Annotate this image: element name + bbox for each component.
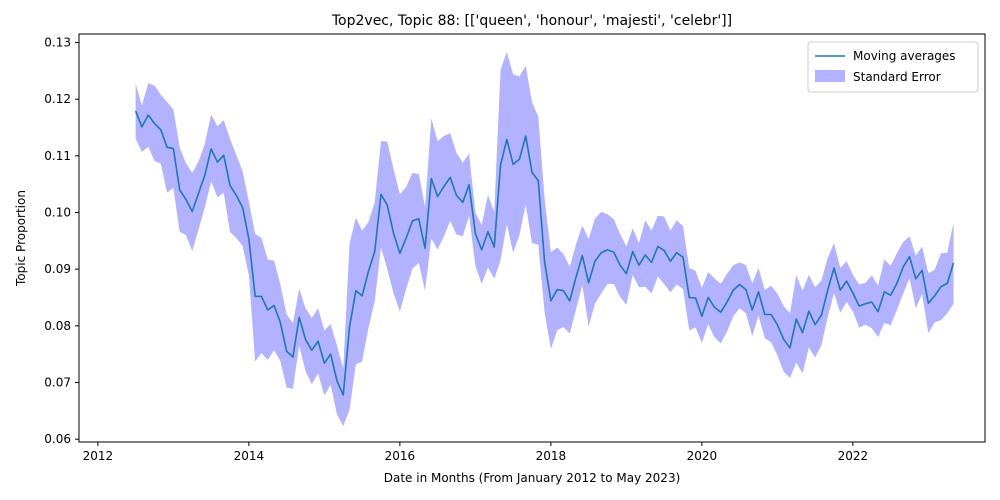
legend-box — [807, 41, 979, 93]
y-tick-label-0.06: 0.06 — [44, 432, 71, 446]
y-tick-label-0.09: 0.09 — [44, 262, 71, 276]
y-axis: 0.06 0.07 0.08 0.09 0.10 0.11 0.12 0.13 — [44, 36, 79, 446]
x-tick-label-2022: 2022 — [838, 449, 869, 463]
moving-averages-line — [134, 110, 955, 396]
y-tick-label-0.07: 0.07 — [44, 376, 71, 390]
y-tick-label-0.08: 0.08 — [44, 319, 71, 333]
standard-error-band — [135, 52, 954, 427]
x-tick-label-2012: 2012 — [83, 449, 114, 463]
legend-swatch-standard-error — [815, 70, 845, 82]
standard-error-band-layer — [135, 52, 954, 427]
x-axis-title: Date in Months (From January 2012 to May… — [384, 471, 681, 485]
moving-average-line-layer — [134, 110, 955, 396]
x-axis: 2012 2014 2016 2018 2020 2022 — [83, 442, 869, 463]
legend: Moving averages Standard Error — [807, 41, 979, 93]
x-tick-label-2020: 2020 — [687, 449, 718, 463]
chart-title: Top2vec, Topic 88: [['queen', 'honour', … — [331, 13, 732, 29]
x-tick-label-2018: 2018 — [536, 449, 567, 463]
x-tick-label-2014: 2014 — [234, 449, 265, 463]
x-tick-label-2016: 2016 — [385, 449, 416, 463]
plot-area-frame — [78, 33, 986, 443]
y-tick-label-0.12: 0.12 — [44, 92, 71, 106]
y-tick-label-0.13: 0.13 — [44, 36, 71, 50]
y-tick-label-0.10: 0.10 — [44, 206, 71, 220]
legend-label-moving-averages: Moving averages — [853, 49, 956, 63]
y-axis-title: Topic Proportion — [14, 190, 28, 287]
legend-label-standard-error: Standard Error — [853, 70, 941, 84]
y-tick-label-0.11: 0.11 — [44, 149, 71, 163]
